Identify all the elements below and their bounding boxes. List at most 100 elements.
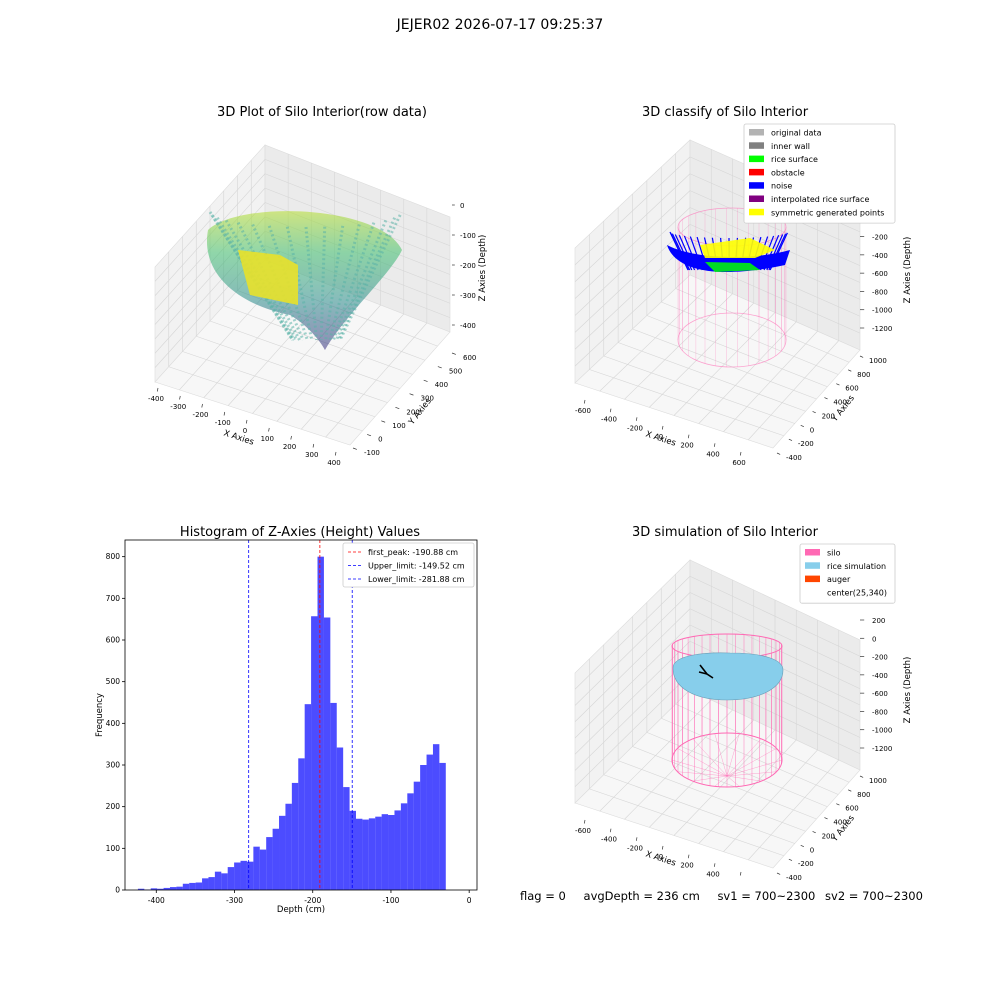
raw-x-tick-mark: [334, 451, 337, 456]
legend-label: inner wall: [771, 142, 810, 151]
raw-z-label: Z Axies (Depth): [478, 235, 488, 302]
sim-x-tick-label: 600: [732, 879, 745, 880]
silo-floor-spoke: [692, 738, 728, 777]
x-tick-label: -100: [382, 896, 399, 905]
raw-y-tick-label: 600: [463, 354, 476, 362]
cls-y-tick-mark: [836, 383, 840, 386]
raw-y-tick-label: -100: [364, 449, 380, 457]
histogram-bar: [323, 617, 331, 890]
histogram-bar: [413, 781, 421, 890]
cls-z-tick-label: -600: [872, 270, 888, 278]
grid-line: [264, 173, 451, 247]
cls-y-tick-mark: [859, 355, 864, 358]
histogram-bar: [400, 803, 408, 890]
sv2-text: sv2 = 700~2300: [825, 889, 923, 903]
sim-x-tick-mark: [661, 845, 664, 850]
silo-floor-spoke: [726, 738, 762, 777]
sim-x-tick-label: -600: [575, 827, 591, 835]
grid-line: [689, 592, 861, 673]
sim-z-tick-label: -800: [872, 708, 888, 716]
raw-dense-patch: [238, 250, 298, 305]
raw-point-ray: [304, 226, 318, 341]
panel-histogram: Histogram of Z-Axies (Height) Values -40…: [90, 520, 490, 920]
grid-line: [223, 305, 413, 375]
histogram-bar: [137, 888, 145, 890]
sim-z-label: Z Axies (Depth): [903, 657, 913, 724]
legend-swatch: [749, 208, 764, 216]
legend-label: noise: [771, 182, 792, 191]
silo-floor-spoke: [726, 748, 777, 777]
histogram-bar: [388, 815, 395, 890]
sim-y-tick-label: 1000: [869, 777, 887, 785]
histogram-bar: [407, 793, 414, 890]
y-tick-label: 600: [106, 636, 121, 645]
y-tick-label: 0: [115, 886, 120, 895]
cls-z-tick-label: -1000: [872, 307, 892, 315]
raw-z-tick-label: -200: [460, 262, 476, 270]
silo-floor-spoke: [726, 733, 740, 777]
grid-line: [661, 301, 839, 375]
legend-label: rice simulation: [827, 562, 886, 571]
histogram-bar: [285, 803, 292, 890]
raw-y-tick-label: 500: [449, 368, 462, 376]
grid-line: [574, 592, 691, 706]
silo-floor-spoke: [726, 775, 740, 787]
y-tick-label: 200: [106, 802, 121, 811]
legend-label: first_peak: -190.88 cm: [368, 548, 458, 557]
floor-pane: [574, 689, 861, 869]
raw-y-tick-label: 400: [435, 381, 448, 389]
sim-z-tick-label: -400: [872, 672, 888, 680]
cls-z-tick-label: -800: [872, 288, 888, 296]
x-axis-label: Depth (cm): [277, 905, 325, 915]
sim-x-tick-mark: [635, 837, 638, 841]
histogram-bar: [208, 877, 215, 890]
raw-x-tick-mark: [179, 395, 181, 400]
raw-point-ray: [319, 226, 327, 341]
raw-point-ray: [324, 225, 345, 341]
raw-point-ray: [285, 226, 314, 341]
cls-x-tick-label: 0: [659, 433, 663, 441]
cls-y-tick-label: 1000: [869, 357, 887, 365]
legend-swatch: [749, 142, 764, 149]
histogram-legend: [342, 542, 475, 588]
histogram-bar: [343, 787, 350, 890]
sim-y-tick-label: -400: [786, 874, 802, 880]
grid-line: [689, 190, 861, 266]
histogram-bar: [291, 782, 299, 890]
cls-x-tick-label: -400: [601, 416, 617, 424]
raw-3d-plot: 3D Plot of Silo Interior(row data) -400-…: [148, 105, 488, 467]
raw-z-tick-label: 0: [460, 202, 464, 210]
histogram-bar: [163, 887, 170, 890]
legend-swatch: [749, 155, 764, 163]
raw-y-tick-mark: [381, 420, 386, 423]
histogram-bar: [157, 888, 164, 890]
histogram-bar: [189, 882, 196, 890]
histogram-bar: [150, 888, 158, 890]
silo-floor-spoke: [677, 771, 728, 777]
simulation-title: 3D simulation of Silo Interior: [632, 525, 819, 540]
histogram-bar: [266, 837, 273, 890]
sim-z-tick-label: -1000: [872, 727, 892, 735]
silo-floor-spoke: [671, 759, 728, 777]
sim-x-tick-mark: [687, 854, 690, 859]
histogram-bar: [221, 873, 228, 890]
y-tick-label: 700: [106, 594, 121, 603]
raw-x-tick-label: 0: [243, 427, 247, 435]
grid-line: [574, 608, 691, 722]
legend-label: auger: [827, 575, 851, 584]
raw-x-tick-mark: [156, 387, 159, 392]
histogram-bar: [246, 861, 254, 890]
cls-x-tick-mark: [713, 443, 716, 447]
sim-y-tick-mark: [812, 831, 816, 834]
raw-y-tick-mark: [352, 447, 357, 450]
panel-raw-3d: 3D Plot of Silo Interior(row data) -400-…: [130, 100, 510, 480]
noise-band: [667, 245, 790, 273]
histogram-bar: [317, 556, 324, 890]
raw-x-tick-label: -100: [215, 419, 231, 427]
raw-y-tick-mark: [423, 379, 428, 382]
histogram-bar: [439, 762, 446, 890]
cls-x-tick-label: 200: [680, 442, 693, 450]
grid-line: [748, 759, 839, 861]
panel-classify-3d: 3D classify of Silo Interior -600 -400 -20…: [555, 100, 935, 480]
grid-line: [675, 703, 850, 783]
